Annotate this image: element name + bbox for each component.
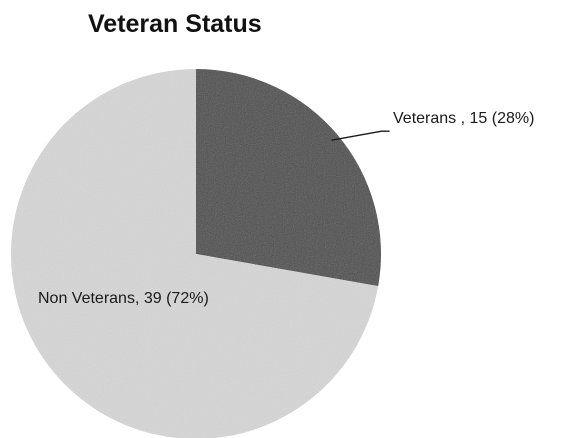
pie-slice-non-veterans: [11, 69, 379, 438]
chart-title: Veteran Status: [88, 10, 262, 38]
veterans-data-label: Veterans , 15 (28%): [393, 110, 534, 127]
pie-slices: [11, 69, 381, 438]
non-veterans-data-label: Non Veterans, 39 (72%): [38, 290, 209, 307]
veterans-leader-line: [331, 130, 390, 141]
pie-labels: Veterans , 15 (28%) Non Veterans, 39 (72%…: [38, 110, 534, 307]
pie-slice-veterans: [196, 69, 381, 287]
